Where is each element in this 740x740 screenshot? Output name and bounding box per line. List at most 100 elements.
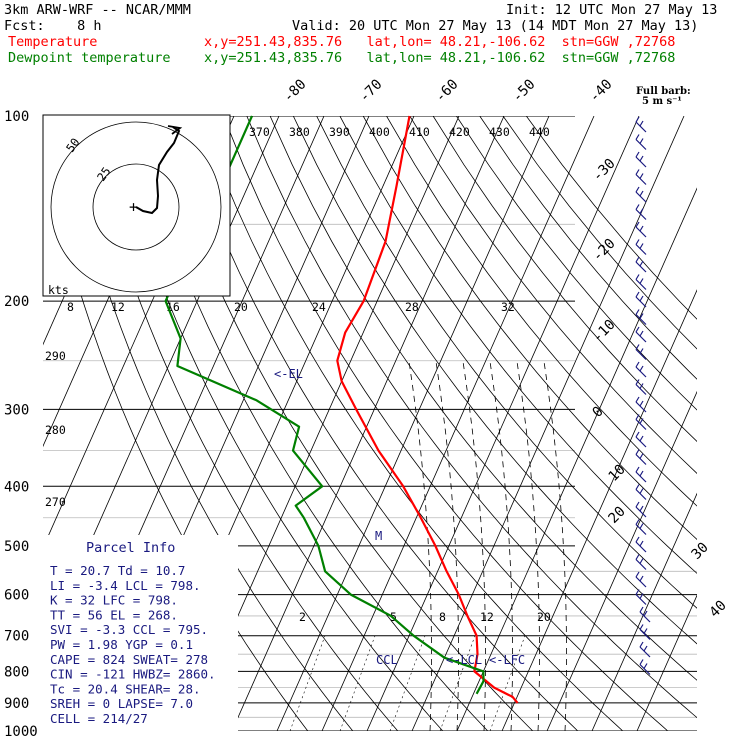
wind-barb-staff [639,629,651,640]
dry-adiabat-440 [479,116,697,380]
wind-barb-9 [635,274,647,290]
model-title: 3km ARW-WRF -- NCAR/MMM [4,2,191,18]
wind-barb-flag-2 [639,295,644,302]
wind-barb-29 [639,624,651,640]
pressure-label-400: 400 [4,479,29,495]
mixing-ratio-label-24: 24 [312,300,326,314]
wind-barb-flag-2 [639,453,644,459]
wind-barb-flag-1 [635,326,640,333]
dry-adiabat-260 [60,116,354,731]
theta-label-410: 410 [409,125,430,139]
wind-barb-staff [635,594,647,605]
dry-adiabat-450 [502,116,697,350]
wind-barb-staff [639,664,651,675]
wind-barb-staff [635,121,647,133]
legend-temperature-info: x,y=251.43,835.76 lat,lon= 48.21,-106.62… [204,34,675,50]
isotherm-top-label-4: -40 [586,76,615,105]
wind-barb-3 [635,169,647,185]
wind-barb-flag-1 [635,256,640,263]
wind-barb-flag-2 [643,663,648,669]
wind-barb-17 [635,414,647,430]
wind-barb-11 [635,309,647,325]
wind-barb-flag-2 [639,278,644,284]
mixing-ratio-12 [439,635,476,731]
hodograph-units: kts [48,283,69,297]
wind-barb-flag-2 [639,540,644,547]
wind-barb-28 [639,606,651,623]
wind-barb-staff [635,349,647,360]
lfc-marker: <-LFC [489,653,525,667]
ccl-marker: CCL [376,653,398,667]
wind-barb-7 [635,239,647,255]
dry-adiabat-340 [246,116,697,719]
wind-barb-flag-1 [635,571,640,578]
dry-adiabat-310 [176,116,579,731]
isotherm-30 [546,390,697,731]
wind-barb-flag-1 [635,134,640,140]
pressure-label-800: 800 [4,664,29,680]
wind-barb-18 [635,431,647,448]
wind-barb-flag-1 [635,151,640,158]
isotherm-0 [411,116,685,731]
pressure-label-900: 900 [4,696,29,712]
wind-barb-5 [635,204,647,220]
wind-barb-staff [635,314,647,325]
parcel-info-rows: T = 20.7 Td = 10.7LI = -3.4 LCL = 798.K … [50,563,216,726]
wind-barb-21 [635,484,647,500]
hodograph-arrowhead [167,125,183,135]
wind-barb-flag-2 [639,523,644,529]
wind-barb-flag-1 [635,414,640,420]
wind-barb-30 [639,641,651,658]
wind-barb-flag-2 [639,313,644,319]
wind-barb-14 [635,361,647,378]
wind-barb-flag-2 [639,120,644,127]
wind-barb-2 [635,151,647,168]
forecast-hour: Fcst: 8 h [4,18,102,34]
lcl-marker: <-LCL [446,653,482,667]
wind-barb-flag-2 [639,470,644,477]
dry-adiabat-370 [316,116,697,609]
dry-adiabat-390 [362,116,697,540]
wind-barb-flag-1 [635,204,640,210]
wind-barb-flag-2 [639,260,644,267]
el-marker: <-EL [274,367,303,381]
wind-barb-flag-1 [635,449,640,455]
isotherm-right-label-2: -10 [590,317,619,346]
wind-barb-flag-1 [635,589,640,595]
wind-barb-0 [635,116,647,133]
moist-adiabat-16 [462,360,486,731]
isotherm--20 [321,116,595,731]
wind-barb-flag-2 [639,558,644,564]
wind-barb-flag-2 [639,348,644,354]
theta-left-label-290: 290 [45,349,66,363]
wind-barb-13 [635,344,647,360]
hodograph: 50 25 + kts [42,114,231,297]
dry-adiabat-420 [432,116,697,443]
moist-adiabat-10 [435,360,459,731]
wind-barb-staff [635,541,647,553]
wind-barb-flag-1 [635,396,640,403]
parcel-info-frame [43,535,238,731]
theta-left-label-270: 270 [45,495,66,509]
wind-barb-8 [635,256,647,273]
parcel-info-row-2: K = 32 LFC = 798. [50,593,178,608]
hodograph-ring-label-outer: 50 [63,135,82,154]
wind-barb-flag-1 [635,519,640,525]
wind-barb-flag-2 [639,505,644,512]
wind-barb-flag-2 [639,330,644,337]
dry-adiabat-350 [269,116,697,681]
wind-barb-flag-2 [639,155,644,162]
wind-barb-flag-1 [635,344,640,350]
mixing-ratio-8 [389,635,426,731]
wind-barb-31 [639,659,651,675]
wind-barb-flag-1 [635,309,640,315]
wind-barb-staff [635,261,647,273]
wind-barb-flag-2 [643,628,648,634]
wind-barb-staff [635,384,647,395]
mixing-ratio-lower-label-20: 20 [537,610,551,624]
moist-adiabat-28 [516,360,540,731]
wind-barb-flag-1 [635,239,640,245]
wind-barb-flag-2 [639,400,644,407]
wind-barb-staff [635,226,647,238]
wind-barb-flag-1 [639,659,644,665]
